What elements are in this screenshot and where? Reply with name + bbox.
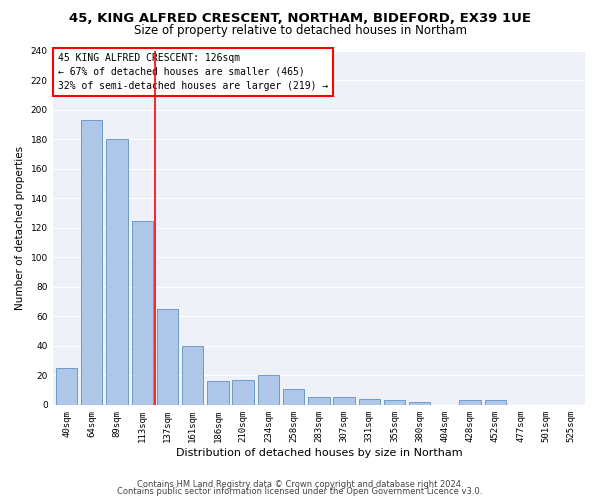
Y-axis label: Number of detached properties: Number of detached properties (15, 146, 25, 310)
Bar (207, 381, 229, 405)
Bar (157, 309, 178, 405)
Bar (409, 402, 430, 405)
Bar (81, 120, 103, 405)
Bar (106, 140, 128, 405)
Text: 45 KING ALFRED CRESCENT: 126sqm
← 67% of detached houses are smaller (465)
32% o: 45 KING ALFRED CRESCENT: 126sqm ← 67% of… (58, 53, 328, 91)
Bar (334, 398, 355, 405)
Bar (460, 400, 481, 405)
Bar (232, 380, 254, 405)
Bar (359, 399, 380, 405)
Text: Size of property relative to detached houses in Northam: Size of property relative to detached ho… (133, 24, 467, 37)
Text: 45, KING ALFRED CRESCENT, NORTHAM, BIDEFORD, EX39 1UE: 45, KING ALFRED CRESCENT, NORTHAM, BIDEF… (69, 12, 531, 26)
Text: Contains public sector information licensed under the Open Government Licence v3: Contains public sector information licen… (118, 488, 482, 496)
Bar (485, 400, 506, 405)
X-axis label: Distribution of detached houses by size in Northam: Distribution of detached houses by size … (176, 448, 462, 458)
Bar (182, 346, 203, 405)
Bar (308, 398, 329, 405)
Text: Contains HM Land Registry data © Crown copyright and database right 2024.: Contains HM Land Registry data © Crown c… (137, 480, 463, 489)
Bar (257, 376, 279, 405)
Bar (283, 388, 304, 405)
Bar (131, 220, 153, 405)
Bar (56, 368, 77, 405)
Bar (384, 400, 405, 405)
